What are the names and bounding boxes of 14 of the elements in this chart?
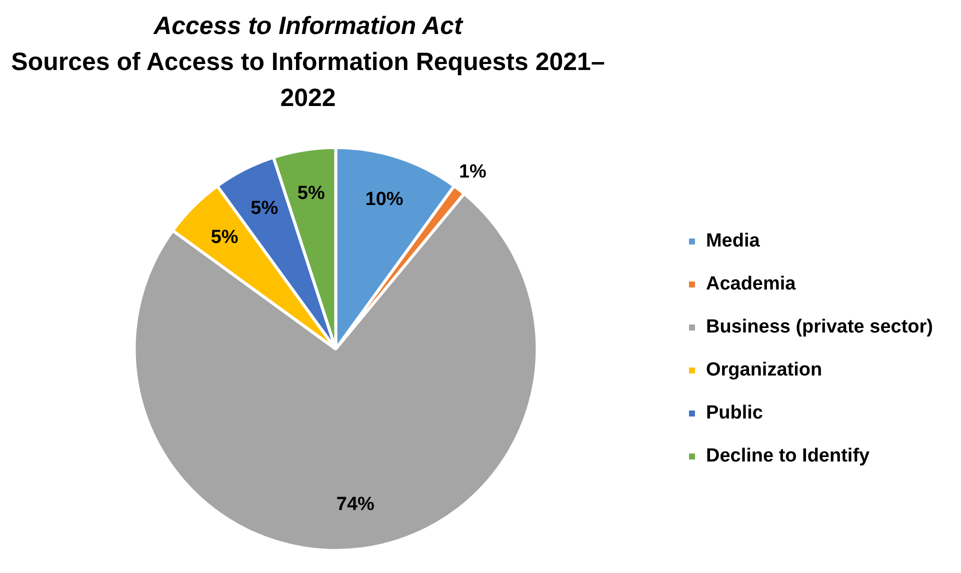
legend-label: Decline to Identify — [706, 446, 870, 467]
data-label: 5% — [297, 183, 325, 204]
chart-subtitle: Sources of Access to Information Requests 2021–2022 — [10, 47, 606, 114]
data-label: 5% — [250, 198, 278, 220]
data-label: 1% — [458, 162, 487, 183]
data-label: 10% — [365, 188, 404, 210]
chart-title: Access to Information Act — [152, 11, 464, 42]
legend-label: Organization — [706, 360, 822, 381]
data-label: 5% — [210, 227, 238, 248]
legend-label: Academia — [706, 274, 796, 295]
legend-label: Media — [706, 230, 760, 252]
legend-label: Public — [706, 402, 764, 424]
data-label: 74% — [336, 494, 375, 516]
legend-label: Business (private sector) — [706, 316, 934, 338]
